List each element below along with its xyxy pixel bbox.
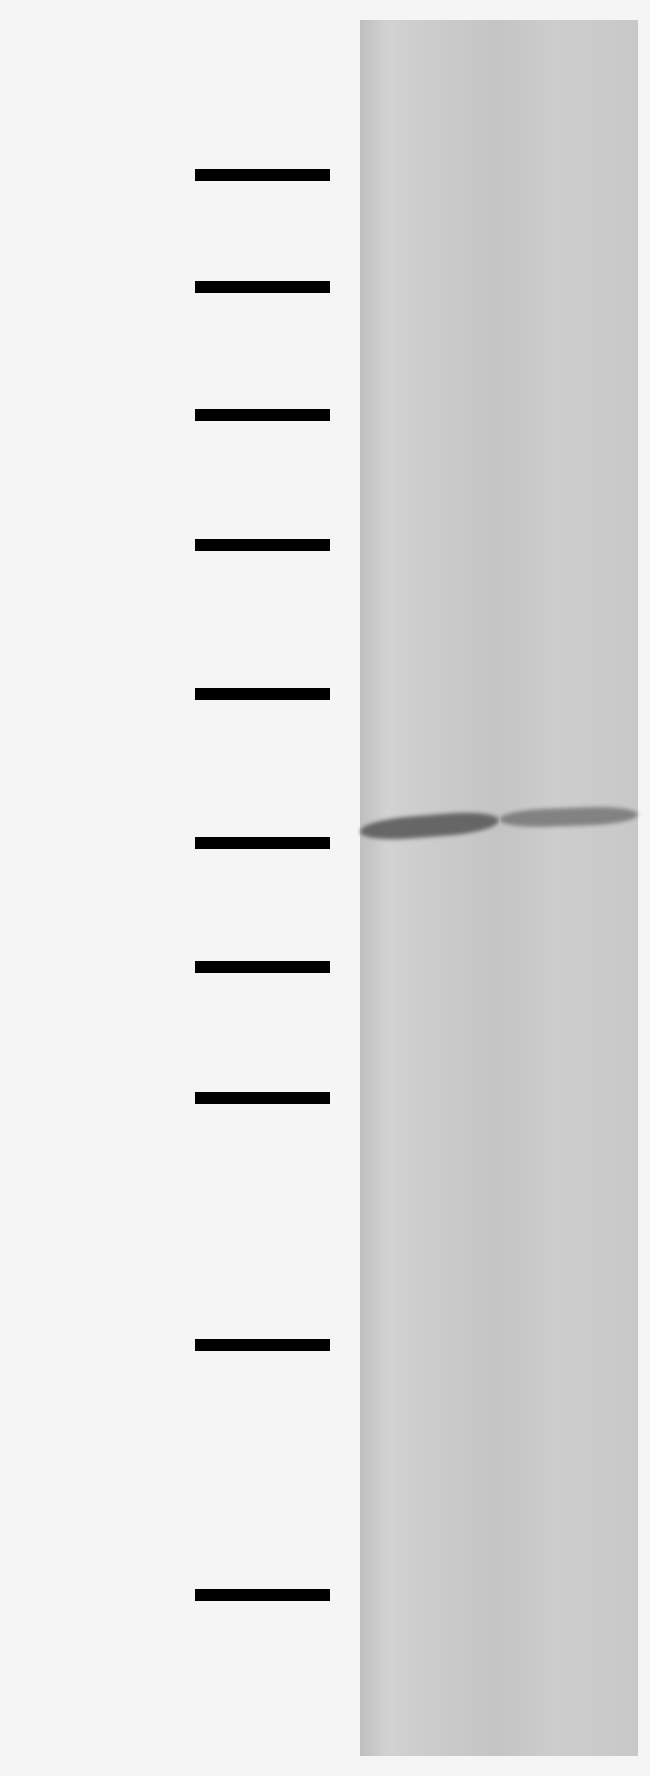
ladder-tick-25 bbox=[195, 1092, 330, 1104]
ladder-tick-35 bbox=[195, 961, 330, 973]
ladder-tick-130 bbox=[195, 281, 330, 293]
ladder-tick-55 bbox=[195, 688, 330, 700]
ladder-tick-15 bbox=[195, 1339, 330, 1351]
western-blot-figure: 17013010070554035251510 bbox=[0, 0, 650, 1776]
ladder-tick-100 bbox=[195, 409, 330, 421]
ladder-tick-40 bbox=[195, 837, 330, 849]
molecular-weight-ladder: 17013010070554035251510 bbox=[0, 0, 350, 1776]
ladder-tick-70 bbox=[195, 539, 330, 551]
sample-lane-2-band-0 bbox=[499, 806, 638, 829]
ladder-tick-170 bbox=[195, 169, 330, 181]
sample-lane-1-band-0 bbox=[360, 810, 499, 843]
sample-lane-1 bbox=[360, 20, 499, 1756]
ladder-tick-10 bbox=[195, 1589, 330, 1601]
sample-lane-2 bbox=[499, 20, 638, 1756]
